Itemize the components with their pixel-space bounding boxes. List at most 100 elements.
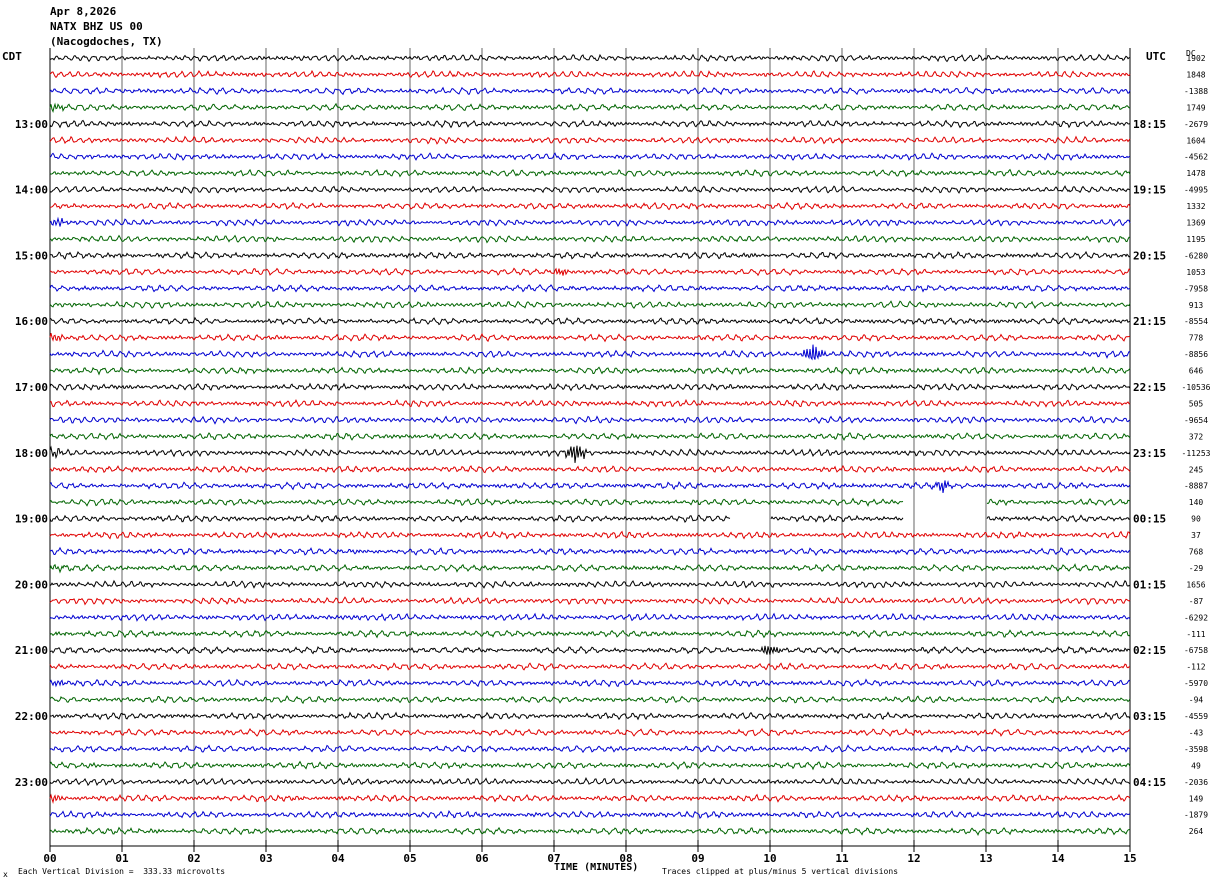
dc-offset-label: 49 (1191, 761, 1201, 770)
x-tick-label: 06 (475, 852, 489, 865)
trace-11 (49, 234, 1131, 244)
header-station: NATX BHZ US 00 (50, 20, 143, 33)
cdt-hour-label: 21:00 (15, 644, 48, 657)
x-tick-label: 14 (1051, 852, 1065, 865)
header-location: (Nacogdoches, TX) (50, 35, 163, 48)
trace-20 (49, 382, 1131, 392)
dc-offset-label: -87 (1189, 597, 1204, 606)
trace-15 (49, 300, 1131, 310)
utc-hour-label: 03:15 (1133, 710, 1166, 723)
trace-1 (49, 69, 1131, 79)
trace-42 (49, 744, 1131, 754)
trace-8 (49, 185, 1131, 194)
dc-offset-label: 37 (1191, 531, 1201, 540)
utc-hour-label: 18:15 (1133, 118, 1166, 131)
cdt-hour-label: 13:00 (15, 118, 48, 131)
dc-offset-label: 913 (1189, 301, 1204, 310)
trace-25 (49, 464, 1131, 474)
utc-hour-label: 01:15 (1133, 578, 1166, 591)
trace-14 (49, 283, 1131, 293)
dc-offset-label: -94 (1189, 696, 1204, 705)
x-tick-label: 13 (979, 852, 992, 865)
dc-offset-label: -111 (1186, 630, 1205, 639)
x-tick-label: 10 (763, 852, 776, 865)
header-date: Apr 8,2026 (50, 5, 117, 18)
dc-offset-label: -5970 (1184, 679, 1208, 688)
trace-19 (49, 366, 1131, 376)
trace-9 (49, 201, 1131, 211)
trace-5 (49, 135, 1131, 145)
trace-43 (49, 760, 1131, 771)
trace-27 (49, 497, 1131, 507)
dc-offset-label: -8856 (1184, 350, 1208, 359)
trace-45 (49, 793, 1131, 804)
x-tick-label: 04 (331, 852, 345, 865)
dc-offset-label: -2679 (1184, 120, 1208, 129)
x-tick-label: 11 (835, 852, 849, 865)
dc-offset-label: -4995 (1184, 186, 1208, 195)
trace-18 (49, 344, 1131, 361)
dc-offset-label: 1332 (1186, 202, 1205, 211)
footer-clip-note: Traces clipped at plus/minus 5 vertical … (662, 867, 899, 876)
trace-22 (49, 415, 1131, 425)
trace-21 (49, 398, 1131, 408)
x-tick-label: 00 (43, 852, 56, 865)
cdt-hour-label: 19:00 (15, 513, 48, 526)
dc-offset-label: 1604 (1186, 136, 1205, 145)
dc-offset-label: 1902 (1186, 54, 1205, 63)
dc-offset-label: 1656 (1186, 580, 1205, 589)
dc-offset-label: 646 (1189, 367, 1204, 376)
trace-26 (49, 480, 1131, 493)
utc-hour-label: 04:15 (1133, 776, 1166, 789)
utc-hour-label: 20:15 (1133, 249, 1166, 262)
dc-offset-label: 90 (1191, 515, 1201, 524)
left-axis-label: CDT (2, 50, 22, 63)
utc-hour-label: 21:15 (1133, 315, 1166, 328)
trace-47 (49, 826, 1131, 836)
utc-hour-label: 02:15 (1133, 644, 1166, 657)
x-tick-label: 03 (259, 852, 272, 865)
trace-29 (49, 530, 1131, 540)
trace-33 (49, 596, 1131, 606)
dc-offset-label: -6758 (1184, 646, 1208, 655)
dc-label: DC (1186, 49, 1196, 58)
dc-offset-label: -9654 (1184, 416, 1208, 425)
x-tick-label: 15 (1123, 852, 1136, 865)
dc-offset-label: -4562 (1184, 153, 1208, 162)
trace-17 (49, 332, 1131, 343)
footer-mark: x (3, 870, 8, 879)
dc-offset-label: -4559 (1184, 712, 1208, 721)
utc-hour-label: 19:15 (1133, 184, 1166, 197)
trace-34 (49, 612, 1131, 622)
trace-35 (49, 629, 1131, 639)
dc-offset-label: 778 (1189, 334, 1204, 343)
cdt-hour-label: 18:00 (15, 447, 48, 460)
trace-12 (49, 250, 1131, 260)
cdt-hour-label: 17:00 (15, 381, 48, 394)
right-axis-label: UTC (1146, 50, 1166, 63)
dc-offset-label: -29 (1189, 564, 1204, 573)
dc-offset-label: -7958 (1184, 284, 1208, 293)
dc-offset-label: 1749 (1186, 103, 1205, 112)
cdt-hour-label: 14:00 (15, 184, 48, 197)
x-axis-label: TIME (MINUTES) (554, 862, 639, 873)
trace-32 (49, 579, 1131, 589)
dc-offset-label: -2036 (1184, 778, 1208, 787)
footer-scale-note: Each Vertical Division = 333.33 microvol… (18, 867, 226, 876)
dc-offset-label: -8887 (1184, 482, 1208, 491)
dc-offset-label: -8554 (1184, 317, 1208, 326)
dc-offset-label: 149 (1189, 794, 1204, 803)
x-tick-label: 02 (187, 852, 200, 865)
utc-hour-label: 22:15 (1133, 381, 1166, 394)
cdt-hour-label: 15:00 (15, 249, 48, 262)
x-tick-label: 01 (115, 852, 129, 865)
trace-30 (49, 546, 1131, 557)
dc-offset-label: -10536 (1182, 383, 1210, 392)
trace-46 (49, 809, 1131, 820)
dc-offset-label: 264 (1189, 827, 1204, 836)
x-tick-label: 09 (691, 852, 704, 865)
utc-hour-label: 00:15 (1133, 513, 1166, 526)
trace-16 (49, 316, 1131, 326)
trace-7 (49, 168, 1131, 178)
cdt-hour-label: 20:00 (15, 578, 48, 591)
